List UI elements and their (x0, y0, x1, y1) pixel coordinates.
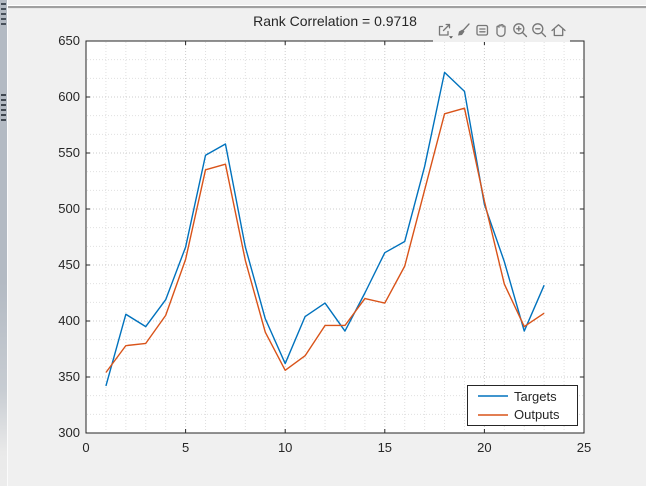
legend: Targets Outputs (467, 385, 578, 426)
x-tick-label: 15 (377, 440, 393, 455)
chart-title: Rank Correlation = 0.9718 (253, 13, 417, 29)
y-tick-label: 550 (58, 145, 80, 160)
pan-icon[interactable] (492, 19, 511, 41)
brush-icon[interactable] (454, 19, 473, 41)
x-tick-label: 5 (181, 440, 190, 455)
axes-toolbar (433, 18, 570, 42)
y-tick-label: 600 (58, 89, 80, 104)
outputs-line-sample (478, 414, 508, 416)
window-top-divider (8, 5, 646, 9)
y-tick-label: 450 (58, 257, 80, 272)
left-window-edge (0, 0, 8, 486)
y-tick-label: 400 (58, 313, 80, 328)
legend-label: Outputs (514, 407, 560, 423)
x-tick-label: 10 (277, 440, 293, 455)
legend-label: Targets (514, 388, 557, 404)
targets-line-sample (478, 395, 508, 397)
export-icon[interactable] (435, 19, 454, 41)
zoom-out-icon[interactable] (530, 19, 549, 41)
window-edge-glyphs (1, 3, 6, 25)
y-tick-label: 300 (58, 425, 80, 440)
legend-item-outputs[interactable]: Outputs (468, 406, 577, 423)
x-tick-label: 25 (576, 440, 592, 455)
x-tick-label: 0 (82, 440, 90, 455)
zoom-in-icon[interactable] (511, 19, 530, 41)
y-tick-label: 650 (58, 33, 80, 48)
restore-view-icon[interactable] (549, 19, 568, 41)
legend-item-targets[interactable]: Targets (468, 388, 577, 405)
window-edge-glyphs (1, 94, 6, 121)
y-tick-label: 500 (58, 201, 80, 216)
datatips-icon[interactable] (473, 19, 492, 41)
x-tick-label: 20 (477, 440, 492, 455)
y-tick-label: 350 (58, 369, 80, 384)
